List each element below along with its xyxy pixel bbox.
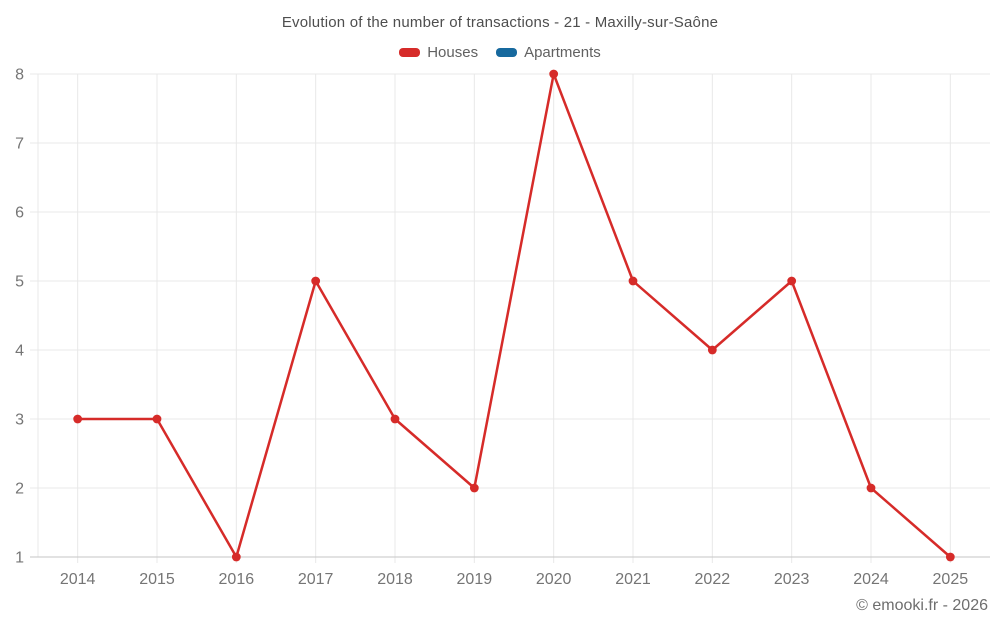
copyright-credit: © emooki.fr - 2026: [856, 597, 988, 614]
houses-data-point-2021[interactable]: [628, 276, 638, 286]
apartments-legend-swatch-icon: [496, 48, 518, 57]
x-axis-label-2014: 2014: [60, 571, 96, 588]
y-axis-label-4: 4: [15, 343, 24, 360]
houses-data-point-2019[interactable]: [469, 483, 479, 493]
chart-title: Evolution of the number of transactions …: [281, 14, 719, 31]
x-axis-label-2017: 2017: [298, 571, 334, 588]
x-axis-label-2025: 2025: [933, 571, 969, 588]
legend-item-houses[interactable]: Houses: [399, 44, 478, 61]
houses-data-point-2022[interactable]: [707, 345, 717, 355]
y-axis-label-8: 8: [15, 67, 24, 84]
houses-data-point-2024[interactable]: [866, 483, 876, 493]
y-axis-label-3: 3: [15, 412, 24, 429]
chart-legend: Houses Apartments: [0, 44, 1000, 61]
houses-data-point-2017[interactable]: [311, 276, 321, 286]
x-axis-label-2015: 2015: [139, 571, 175, 588]
x-axis-label-2022: 2022: [695, 571, 731, 588]
legend-label-apartments: Apartments: [524, 44, 601, 61]
houses-data-point-2020[interactable]: [549, 69, 559, 79]
houses-data-point-2025[interactable]: [945, 552, 955, 562]
houses-data-point-2016[interactable]: [231, 552, 241, 562]
y-axis-label-6: 6: [15, 205, 24, 222]
x-axis-label-2023: 2023: [774, 571, 810, 588]
x-axis-label-2019: 2019: [457, 571, 493, 588]
x-axis-label-2024: 2024: [853, 571, 889, 588]
houses-data-point-2014[interactable]: [73, 414, 83, 424]
legend-item-apartments[interactable]: Apartments: [496, 44, 601, 61]
y-axis-label-5: 5: [15, 274, 24, 291]
x-axis-label-2018: 2018: [377, 571, 413, 588]
houses-data-point-2015[interactable]: [152, 414, 162, 424]
x-axis-label-2016: 2016: [219, 571, 255, 588]
houses-data-point-2018[interactable]: [390, 414, 400, 424]
y-axis-label-2: 2: [15, 481, 24, 498]
houses-series-line: [76, 72, 952, 559]
legend-label-houses: Houses: [427, 44, 479, 61]
y-axis-label-1: 1: [15, 550, 24, 567]
x-axis-label-2021: 2021: [615, 571, 651, 588]
x-axis-label-2020: 2020: [536, 571, 572, 588]
houses-data-point-2023[interactable]: [787, 276, 797, 286]
y-axis-label-7: 7: [15, 136, 24, 153]
houses-legend-swatch-icon: [399, 48, 421, 57]
